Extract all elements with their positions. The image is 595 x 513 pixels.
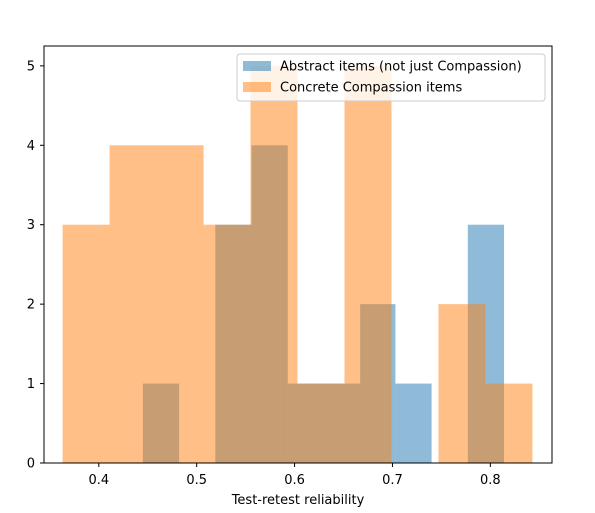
bar-series1-6 — [344, 65, 392, 463]
legend-box — [236, 53, 546, 102]
y-axis: 0 1 2 3 4 5 — [27, 59, 44, 472]
legend-swatch-1 — [243, 82, 271, 92]
bars-layer — [62, 65, 533, 464]
x-axis-label: Test-retest reliability — [231, 493, 365, 508]
y-tick-label-3: 3 — [27, 218, 35, 233]
legend: Abstract items (not just Compassion) Conc… — [236, 53, 546, 102]
bar-series1-4 — [250, 65, 298, 463]
bar-series1-8 — [485, 383, 533, 463]
x-tick-label-2: 0.6 — [284, 473, 305, 488]
bar-series0-6 — [395, 383, 432, 463]
legend-label-1: Concrete Compassion items — [280, 81, 462, 96]
legend-swatch-0 — [243, 61, 271, 71]
bar-series1-2 — [156, 145, 204, 464]
x-tick-label-4: 0.8 — [480, 473, 501, 488]
y-tick-label-0: 0 — [27, 457, 35, 472]
x-axis: 0.4 0.5 0.6 0.7 0.8 — [88, 463, 501, 488]
bar-series1-0 — [62, 224, 110, 463]
bar-series1-3 — [203, 224, 251, 463]
plot-frame — [43, 45, 553, 464]
y-tick-label-5: 5 — [27, 59, 35, 74]
x-tick-label-0: 0.4 — [88, 473, 109, 488]
x-tick-label-3: 0.7 — [382, 473, 403, 488]
bar-series1-5 — [297, 383, 345, 463]
y-tick-label-4: 4 — [27, 139, 35, 154]
x-tick-label-1: 0.5 — [186, 473, 207, 488]
y-tick-label-2: 2 — [27, 298, 35, 313]
y-tick-label-1: 1 — [27, 377, 35, 392]
legend-label-0: Abstract items (not just Compassion) — [280, 60, 522, 75]
bar-series1-7 — [438, 304, 486, 463]
bar-series1-1 — [109, 145, 157, 464]
